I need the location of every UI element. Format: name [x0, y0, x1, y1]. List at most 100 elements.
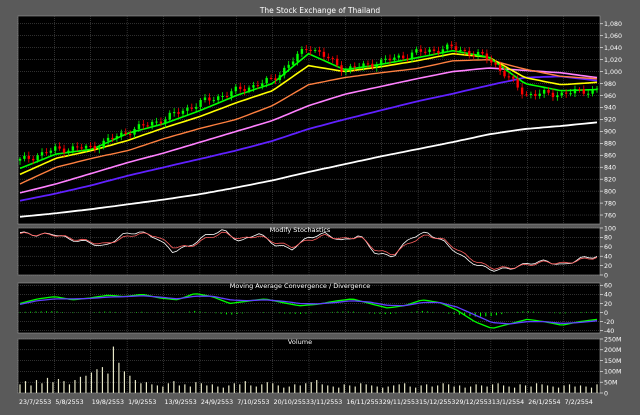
candle-body	[155, 121, 158, 123]
candle-body	[58, 146, 61, 149]
candle-body	[62, 148, 66, 153]
candle-body	[23, 155, 26, 159]
y-tick-label: 150M	[604, 358, 621, 365]
chart-marks	[18, 41, 599, 393]
candle-body	[547, 89, 550, 93]
candle-body	[313, 50, 317, 52]
candle-body	[146, 125, 149, 127]
y-tick-label: 880	[604, 141, 616, 148]
candle-body	[331, 58, 334, 60]
candle-body	[291, 61, 295, 65]
candle-body	[168, 112, 171, 120]
candle-body	[450, 44, 453, 47]
stoch-line-d	[19, 231, 598, 270]
candle-body	[410, 52, 414, 59]
candle-body	[309, 49, 312, 51]
candle-body	[542, 89, 546, 94]
candle-body	[111, 137, 114, 139]
candle-body	[159, 121, 163, 124]
candle-body	[419, 49, 423, 52]
candle-body	[349, 66, 352, 71]
x-tick-label: 26/1/2554	[528, 399, 560, 406]
candle-body	[120, 132, 123, 137]
candle-body	[520, 87, 524, 95]
candle-body	[569, 93, 572, 95]
candle-body	[278, 75, 282, 80]
candle-body	[393, 57, 396, 61]
candle-body	[234, 86, 238, 92]
candle-body	[366, 63, 370, 65]
y-tick-label: 1,080	[604, 21, 622, 28]
candle-body	[283, 67, 286, 76]
x-tick-label: 29/12/2553	[456, 399, 492, 406]
candle-body	[432, 49, 436, 51]
candle-body	[538, 93, 541, 97]
y-tick-label: 1,060	[604, 33, 622, 40]
y-tick-label: 80	[604, 235, 612, 242]
y-tick-label: 20	[604, 263, 612, 270]
candle-body	[164, 119, 167, 124]
y-tick-label: 820	[604, 176, 616, 183]
candle-body	[564, 92, 568, 94]
candle-body	[485, 53, 489, 60]
candle-body	[261, 83, 264, 87]
candle-body	[208, 97, 211, 101]
chart-title: The Stock Exchange of Thailand	[259, 6, 381, 15]
y-tick-label: 940	[604, 105, 616, 112]
candle-body	[84, 145, 88, 149]
candle-body	[265, 77, 268, 84]
candle-body	[318, 50, 321, 52]
candle-body	[388, 58, 392, 61]
candle-body	[225, 95, 229, 97]
panel-1	[17, 227, 601, 276]
x-tick-label: 19/8/2553	[92, 399, 124, 406]
candle-body	[371, 63, 374, 68]
candle-body	[133, 128, 136, 135]
candle-body	[454, 46, 458, 51]
candle-body	[335, 58, 339, 66]
candle-body	[379, 59, 383, 66]
x-tick-label: 5/8/2553	[55, 399, 83, 406]
candle-body	[124, 132, 127, 135]
candle-body	[573, 89, 577, 94]
x-tick-label: 20/10/2553	[274, 399, 310, 406]
candle-body	[181, 110, 185, 114]
y-tick-label: 1,000	[604, 69, 622, 76]
candle-body	[212, 100, 216, 102]
candle-body	[406, 58, 409, 60]
macd-line-macd	[19, 293, 598, 329]
volume-title: Volume	[288, 338, 312, 346]
y-tick-label: 100	[604, 225, 616, 232]
x-tick-label: 1/9/2553	[128, 399, 156, 406]
candle-body	[287, 64, 290, 68]
candle-body	[177, 112, 180, 114]
candle-body	[221, 95, 224, 97]
candle-body	[296, 53, 299, 62]
candle-body	[36, 155, 39, 161]
y-tick-label: -20	[604, 319, 614, 326]
candle-body	[150, 121, 154, 126]
y-tick-label: 200M	[604, 347, 621, 354]
candle-body	[481, 51, 484, 54]
stoch-title: Modify Stochastics	[270, 226, 331, 234]
candle-body	[27, 155, 31, 159]
candle-body	[172, 112, 176, 114]
candle-body	[512, 76, 515, 79]
x-tick-label: 29/11/2553	[383, 399, 419, 406]
macd-title: Moving Average Convergence / Divergence	[230, 282, 371, 290]
candle-body	[529, 93, 533, 95]
candle-body	[300, 49, 304, 54]
y-tick-label: 20	[604, 301, 612, 308]
candle-body	[243, 89, 246, 92]
candle-body	[459, 49, 462, 51]
x-tick-label: 7/10/2553	[237, 399, 269, 406]
candle-body	[199, 100, 202, 107]
x-tick-label: 24/9/2553	[201, 399, 233, 406]
candle-body	[507, 76, 511, 78]
y-tick-label: 60	[604, 283, 612, 290]
candle-body	[437, 50, 440, 54]
y-tick-label: 40	[604, 254, 612, 261]
line-ema_white	[19, 121, 598, 218]
candle-body	[591, 89, 594, 94]
